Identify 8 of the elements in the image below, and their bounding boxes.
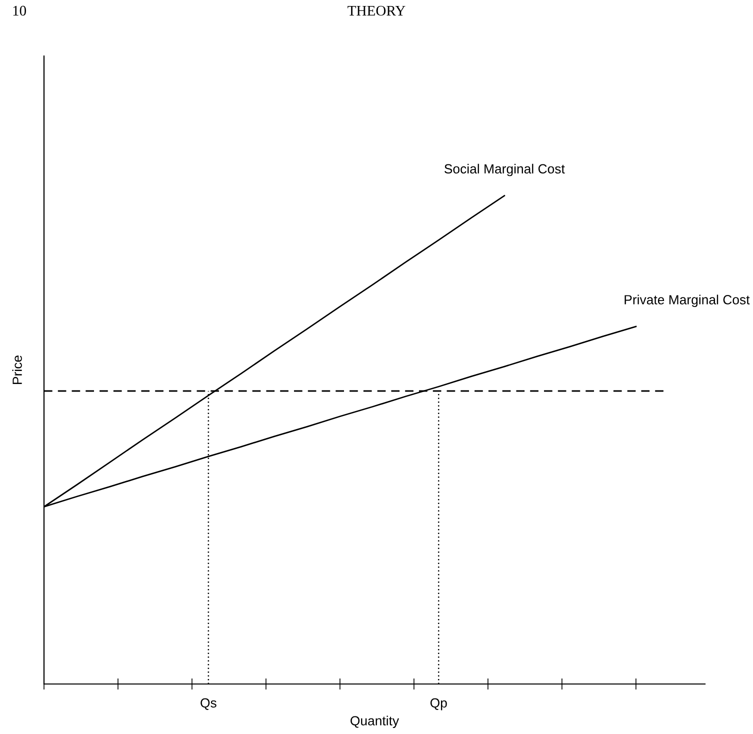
x-axis-title: Quantity bbox=[350, 716, 400, 728]
y-axis-title: Price bbox=[12, 356, 22, 384]
x-tick-label: Qp bbox=[430, 698, 447, 710]
x-tick-label: Qs bbox=[200, 698, 216, 710]
text: THEORY bbox=[348, 6, 406, 16]
series-label: Private Marginal Cost bbox=[624, 294, 750, 308]
text: 10 bbox=[13, 6, 26, 16]
series-label: Social Marginal Cost bbox=[444, 164, 565, 176]
